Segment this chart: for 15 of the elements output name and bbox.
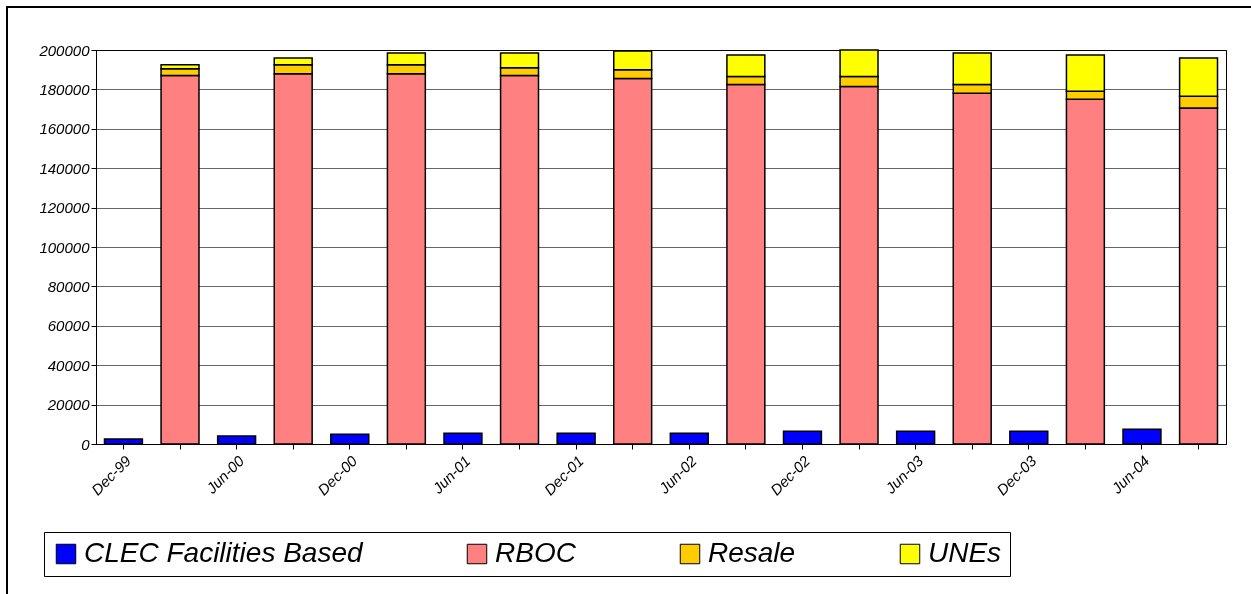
y-tick-label: 0 — [81, 435, 91, 453]
y-tick-label: 180000 — [39, 80, 91, 98]
legend-label: CLEC Facilities Based — [84, 537, 364, 568]
legend-label: RBOC — [495, 537, 577, 568]
legend-label: UNEs — [928, 537, 1002, 568]
y-tick-label: 140000 — [39, 159, 91, 177]
y-tick-label: 100000 — [39, 238, 91, 256]
y-tick-label: 200000 — [38, 41, 91, 59]
y-tick-label: 120000 — [39, 199, 91, 217]
y-tick-label: 60000 — [47, 317, 91, 335]
y-tick-label: 20000 — [46, 396, 91, 414]
y-tick-label: 40000 — [47, 356, 91, 374]
y-tick-label: 80000 — [47, 277, 91, 295]
y-tick-label: 160000 — [39, 120, 91, 138]
legend-label: Resale — [708, 537, 796, 568]
